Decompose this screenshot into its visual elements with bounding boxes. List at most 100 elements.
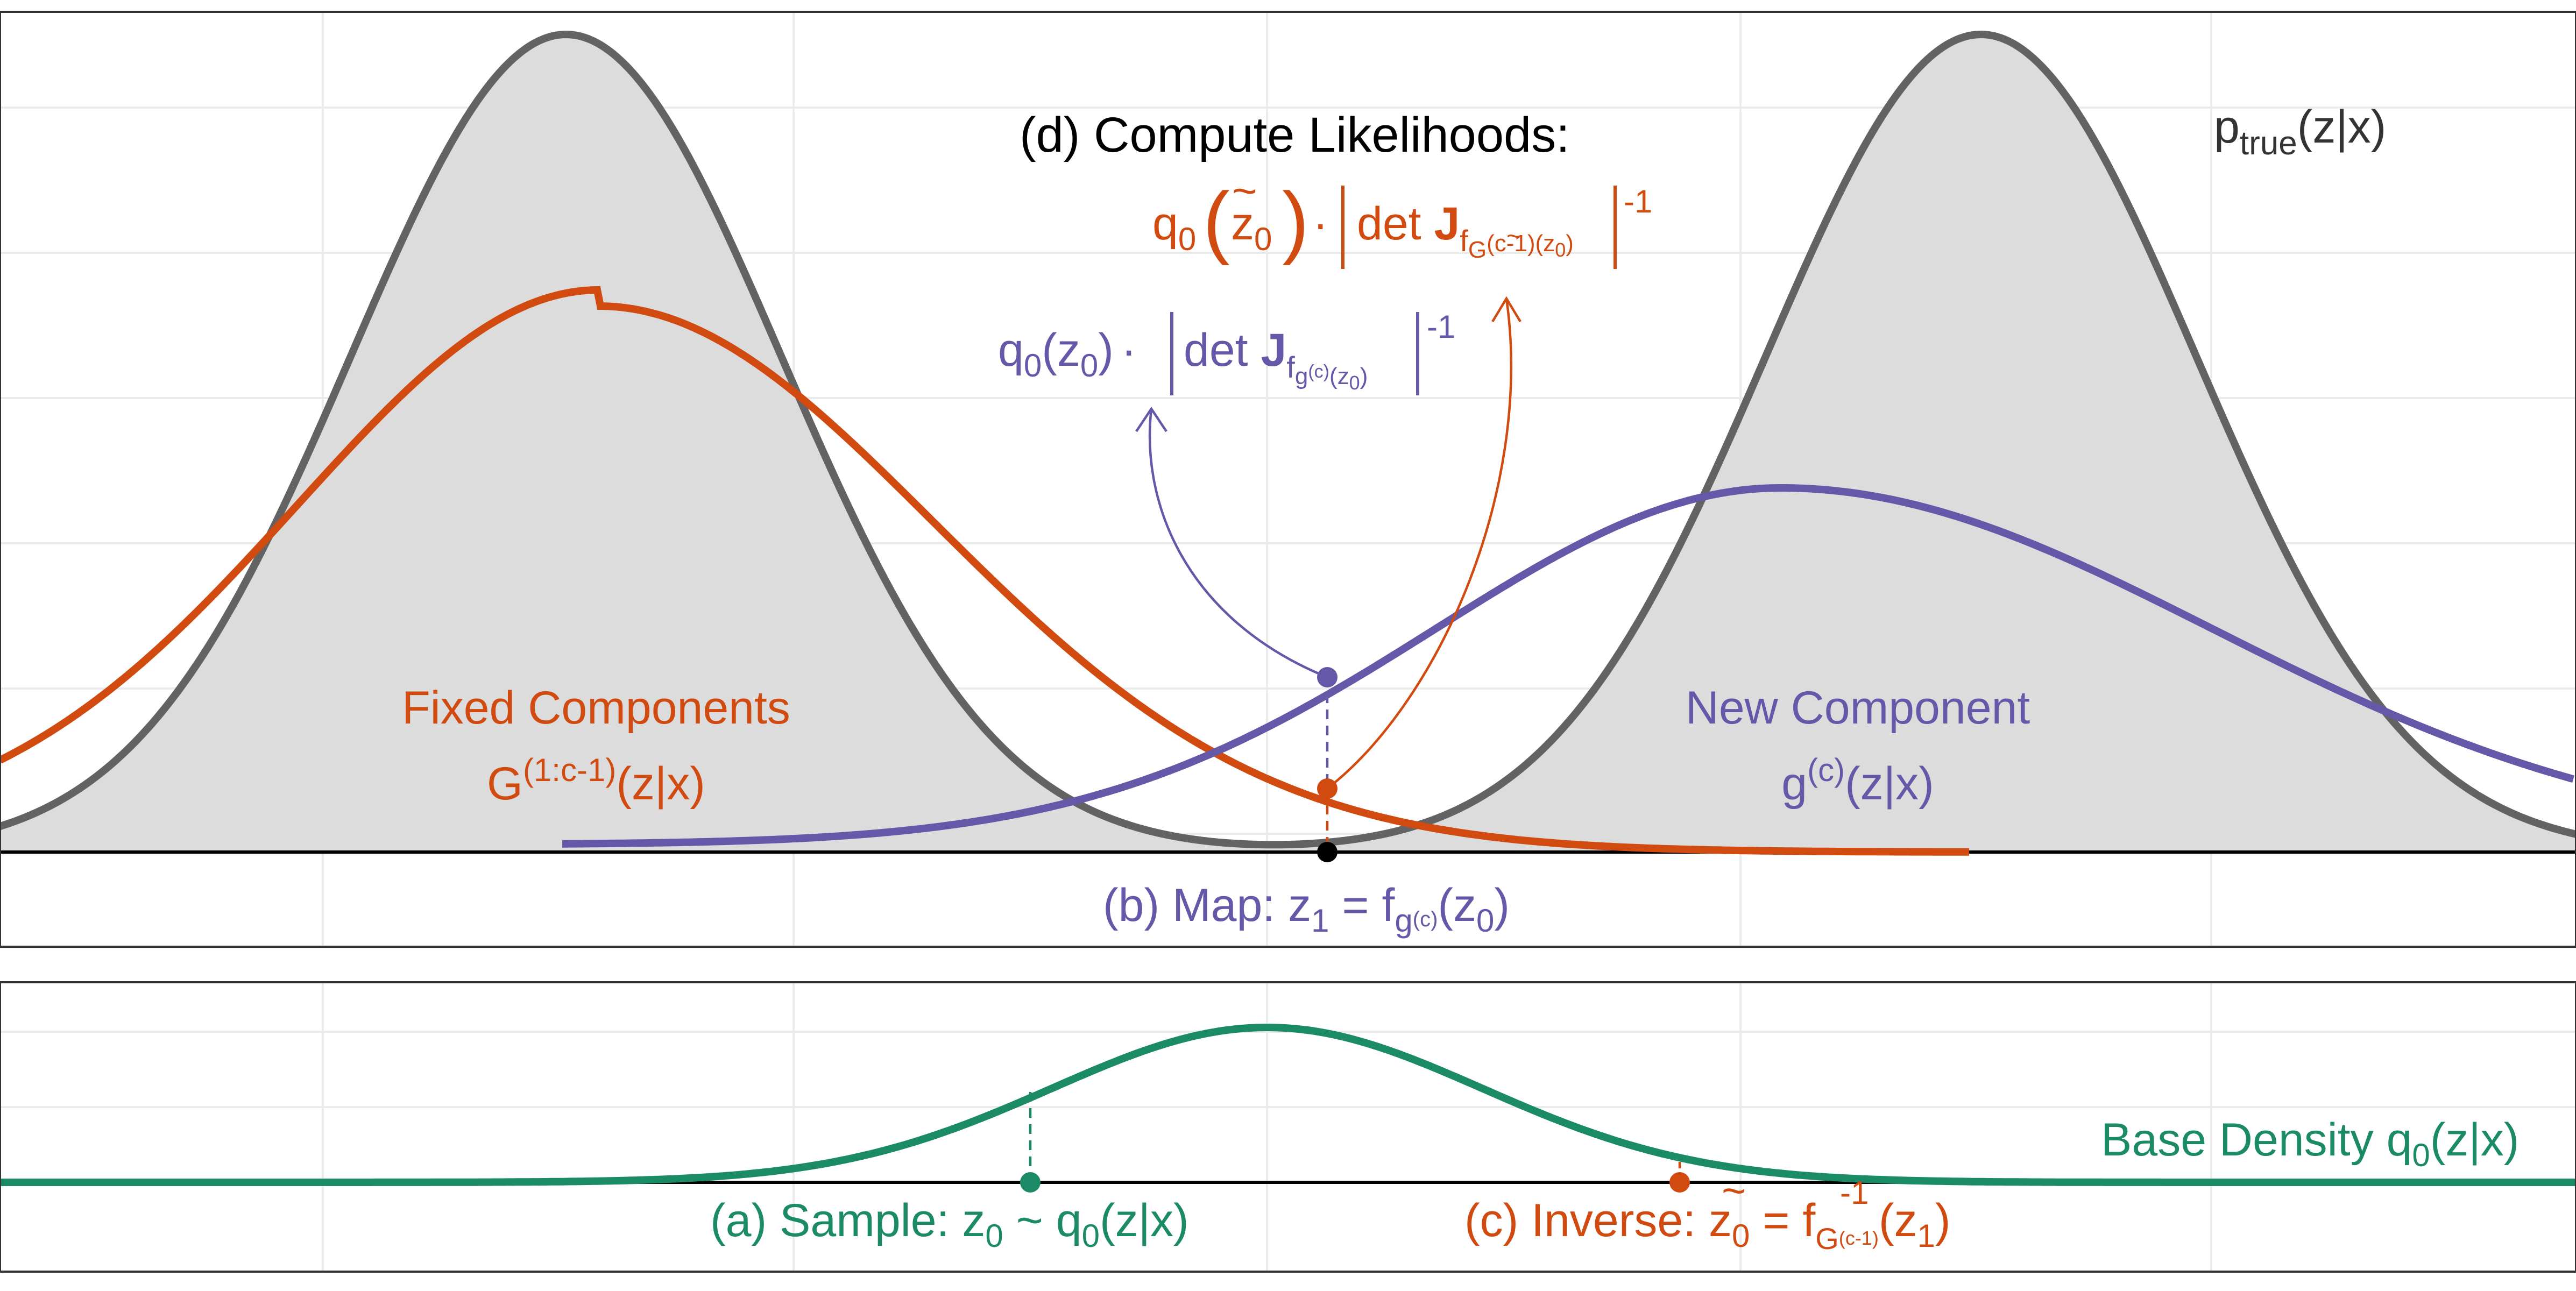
purple-q-sub: 0 (1024, 347, 1042, 384)
map-close: ) (1494, 879, 1510, 931)
p-true-main: p (2214, 101, 2240, 153)
purple-J: J (1261, 324, 1286, 376)
fixed-components-title: Fixed Components (402, 682, 790, 734)
orange-z-letter: z (1231, 198, 1254, 250)
map-sub-c: (c) (1413, 907, 1438, 931)
new-component-curve (562, 484, 2574, 848)
purple-f: f (1286, 350, 1295, 384)
inverse-point (1669, 1172, 1690, 1193)
purple-inner-sub: 0 (1349, 372, 1360, 394)
orange-arrow-head-icon (1491, 296, 1521, 323)
purple-arg-sub: 0 (1080, 347, 1098, 384)
orange-q-sub: 0 (1178, 221, 1196, 257)
orange-inner: (z (1535, 230, 1555, 257)
fixed-components-formula: G(1:c-1)(z|x) (487, 752, 705, 810)
purple-inner-close: ) (1360, 363, 1368, 389)
orange-c1: (c-1) (1487, 230, 1535, 257)
inverse-superscript: -1 (1840, 1175, 1869, 1211)
purple-c: (c) (1308, 361, 1329, 382)
purple-exponent: -1 (1427, 309, 1455, 345)
top-panel-border (0, 11, 2576, 948)
sample-sub-q: 0 (1082, 1218, 1100, 1254)
base-sub0: 0 (2412, 1137, 2430, 1173)
orange-inner-tilde: ~ (1506, 222, 1521, 251)
p-true-subscript: true (2240, 125, 2297, 162)
new-superscript: (c) (1807, 752, 1845, 788)
orange-mapped-point (1317, 778, 1337, 799)
purple-mapped-point (1317, 667, 1337, 687)
black-z1-point (1317, 842, 1337, 862)
orange-z: z0 (1231, 198, 1272, 257)
orange-inner-close: ) (1566, 230, 1574, 257)
purple-q: q (998, 324, 1024, 376)
inverse-paren: (z (1879, 1195, 1917, 1246)
orange-open-paren: ( (1203, 175, 1230, 266)
orange-likelihood-formula: q0 ( z0 ~ ) · det JfG(c-1)(z0) ~ -1 (1152, 167, 1652, 269)
fixed-tail: (z|x) (616, 758, 705, 810)
inverse-text: (c) Inverse: (1464, 1195, 1709, 1246)
inverse-eq: = f (1750, 1195, 1816, 1246)
orange-exponent: -1 (1624, 183, 1652, 219)
map-sub0: 0 (1476, 903, 1494, 939)
map-sub-g: g (1395, 903, 1412, 939)
fixed-superscript: (1:c-1) (523, 752, 616, 788)
inverse-formula: (c) Inverse: z0 = fG(c-1)(z1) (1464, 1195, 1950, 1255)
sample-sub0: 0 (985, 1218, 1003, 1254)
inverse-sub-G: G (1815, 1222, 1839, 1255)
base-tail: (z|x) (2430, 1114, 2520, 1166)
new-component-formula: g(c)(z|x) (1781, 752, 1934, 810)
base-density-label: Base Density q0(z|x) (2101, 1114, 2519, 1173)
purple-arrow-head-icon (1135, 406, 1167, 432)
purple-det: det Jfg(c)(z0) (1184, 324, 1368, 394)
orange-det-text: det (1357, 198, 1434, 250)
inverse-sub-c: (c-1) (1839, 1227, 1879, 1249)
purple-likelihood-arrow (1148, 408, 1328, 679)
fixed-components-curve (0, 286, 1969, 856)
purple-likelihood-formula: q0(z0) · det Jfg(c)(z0) -1 (998, 309, 1455, 395)
inverse-z: z (1709, 1195, 1732, 1246)
orange-z-tilde: ~ (1232, 167, 1257, 215)
new-g: g (1781, 758, 1807, 810)
purple-det-text: det (1184, 324, 1261, 376)
orange-dot: · (1313, 198, 1328, 250)
orange-q: q (1152, 198, 1178, 250)
map-eq: = f (1329, 879, 1395, 931)
new-component-title: New Component (1686, 682, 2030, 734)
orange-likelihood-arrow (1326, 298, 1513, 790)
orange-f: f (1460, 224, 1468, 258)
sample-tail: ~ q (1003, 1195, 1082, 1246)
inverse-label: (c) Inverse: z0 = fG(c-1)(z1) ~ -1 (1464, 1167, 1950, 1255)
base-density-curve (0, 1024, 2576, 1186)
top-panel (0, 11, 2576, 948)
orange-J: J (1434, 198, 1460, 250)
map-text: (b) Map: z (1103, 879, 1311, 931)
sample-point (1020, 1172, 1041, 1193)
sample-text: (a) Sample: z (710, 1195, 985, 1246)
purple-arg-close: ) (1098, 324, 1114, 376)
fixed-G: G (487, 758, 523, 810)
orange-formula-q: q0 (1152, 198, 1196, 257)
map-paren: (z (1438, 879, 1476, 931)
inverse-z-tilde: ~ (1722, 1167, 1746, 1214)
map-sub1: 1 (1311, 903, 1329, 939)
bottom-panel (0, 981, 2576, 1273)
inverse-close: ) (1935, 1195, 1951, 1246)
sample-end: (z|x) (1100, 1195, 1189, 1246)
map-label: (b) Map: z1 = fg(c)(z0) (1103, 879, 1510, 939)
sample-label: (a) Sample: z0 ~ q0(z|x) (710, 1195, 1189, 1254)
new-tail: (z|x) (1845, 758, 1934, 810)
orange-G: G (1468, 237, 1487, 263)
orange-inner-sub: 0 (1555, 239, 1566, 261)
orange-det: det JfG(c-1)(z0) (1357, 198, 1574, 263)
base-text: Base Density q (2101, 1114, 2412, 1166)
p-true-tail: (z|x) (2297, 101, 2387, 153)
p-true-label: ptrue(z|x) (2214, 101, 2386, 162)
purple-inner: (z (1329, 363, 1349, 389)
purple-dot: · (1121, 324, 1137, 376)
purple-g: g (1295, 363, 1308, 389)
orange-z-sub: 0 (1254, 221, 1272, 257)
bottom-panel-border (0, 981, 2576, 1273)
orange-close-paren: ) (1282, 175, 1309, 266)
